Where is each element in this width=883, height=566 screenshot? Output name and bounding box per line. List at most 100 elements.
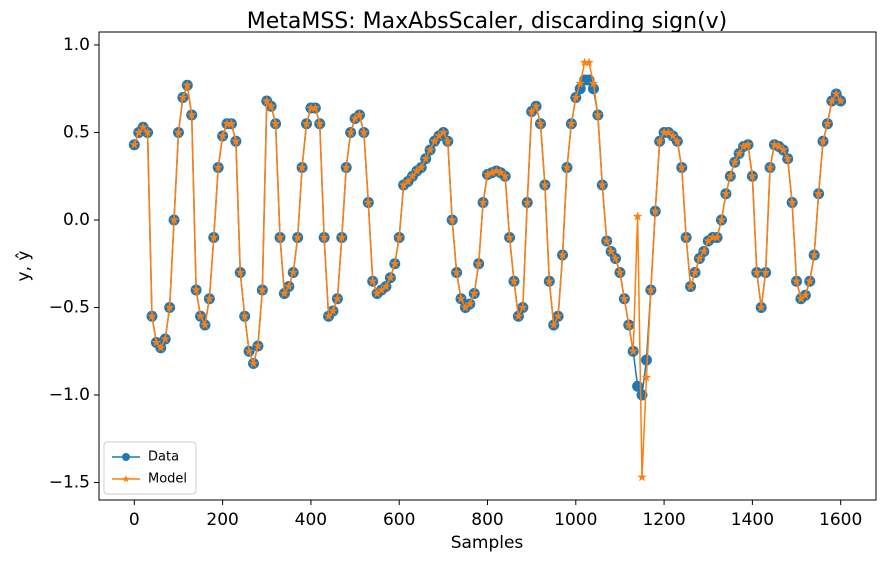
series — [128, 74, 847, 401]
model-point — [721, 188, 731, 198]
model-point — [575, 78, 585, 88]
model-point — [482, 169, 493, 179]
model-point — [337, 232, 347, 242]
model-point — [787, 197, 797, 207]
model-point — [487, 167, 497, 177]
model-point — [504, 232, 515, 242]
data-point — [636, 389, 648, 401]
model-point — [495, 167, 506, 177]
model-point — [562, 162, 572, 172]
model-point — [681, 232, 691, 242]
model-point — [579, 57, 590, 67]
legend-label: Model — [148, 472, 187, 487]
model-point — [473, 258, 484, 268]
model-point — [668, 130, 678, 141]
model-point — [279, 288, 290, 298]
model-point — [156, 342, 166, 352]
y-axis-label: y, ŷ — [14, 251, 34, 282]
model-point — [416, 162, 427, 172]
model-point — [641, 372, 652, 382]
model-point — [646, 284, 656, 295]
model-point — [244, 346, 254, 356]
model-point — [257, 284, 268, 295]
x-tick-label: 400 — [295, 510, 327, 530]
model-point — [540, 179, 550, 190]
model-point — [270, 118, 281, 128]
model-point — [288, 267, 299, 277]
model-point — [359, 127, 369, 137]
model-point — [615, 267, 625, 277]
model-point — [394, 232, 404, 242]
model-point — [809, 249, 819, 260]
model-point — [778, 144, 789, 155]
model-point — [544, 276, 555, 286]
model-point — [699, 246, 709, 256]
model-point — [160, 333, 170, 344]
model-point — [332, 293, 343, 303]
model-point — [518, 302, 528, 312]
model-point — [610, 253, 621, 263]
model-point — [765, 162, 775, 172]
model-point — [584, 57, 594, 67]
model-point — [376, 284, 387, 295]
model-point — [222, 118, 232, 128]
legend-label: Data — [148, 450, 179, 465]
model-point — [606, 246, 616, 256]
model-point — [231, 136, 241, 146]
model-point — [756, 302, 766, 312]
model-point — [509, 276, 519, 286]
legend: Data Model — [103, 441, 197, 495]
model-point — [752, 267, 762, 277]
series-line — [133, 79, 842, 398]
model-point — [712, 232, 722, 242]
model-point — [363, 197, 374, 207]
model-point — [566, 118, 577, 128]
model-point — [319, 232, 329, 242]
x-tick-label: 1400 — [731, 510, 774, 530]
model-point — [292, 232, 303, 242]
model-point — [217, 130, 228, 141]
model-point — [716, 214, 727, 225]
model-point — [451, 267, 462, 277]
model-point — [805, 276, 815, 286]
model-point — [129, 139, 140, 149]
model-point — [822, 118, 833, 128]
model-point — [262, 95, 272, 105]
model-point — [685, 281, 696, 291]
model-point — [478, 197, 488, 207]
model-point — [597, 179, 608, 190]
x-tick-label: 600 — [383, 510, 415, 530]
model-point — [469, 288, 480, 298]
model-point — [588, 78, 599, 88]
x-tick-label: 800 — [471, 510, 503, 530]
model-point — [407, 171, 418, 181]
model-point — [372, 288, 382, 298]
model-point — [827, 95, 837, 105]
model-point — [390, 258, 400, 268]
model-point — [835, 95, 846, 105]
model-point — [672, 136, 683, 146]
model-point — [209, 232, 219, 242]
model-point — [169, 214, 179, 225]
model-point — [301, 118, 312, 128]
model-point — [182, 80, 193, 90]
model-point — [248, 358, 259, 368]
model-point — [557, 249, 568, 260]
model-point — [266, 101, 276, 111]
model-point — [460, 302, 471, 312]
model-point — [133, 127, 144, 137]
model-point — [707, 232, 718, 242]
model-point — [403, 176, 413, 186]
model-point — [676, 162, 687, 172]
model-point — [818, 136, 828, 146]
y-tick-label: −1.5 — [49, 472, 90, 492]
model-point — [791, 276, 802, 286]
model-point — [328, 305, 338, 316]
model-point — [200, 319, 210, 330]
y-tick-label: −1.0 — [49, 385, 90, 405]
model-point — [191, 284, 201, 295]
model-point — [769, 139, 780, 149]
model-point — [398, 179, 409, 190]
model-point — [341, 162, 351, 172]
